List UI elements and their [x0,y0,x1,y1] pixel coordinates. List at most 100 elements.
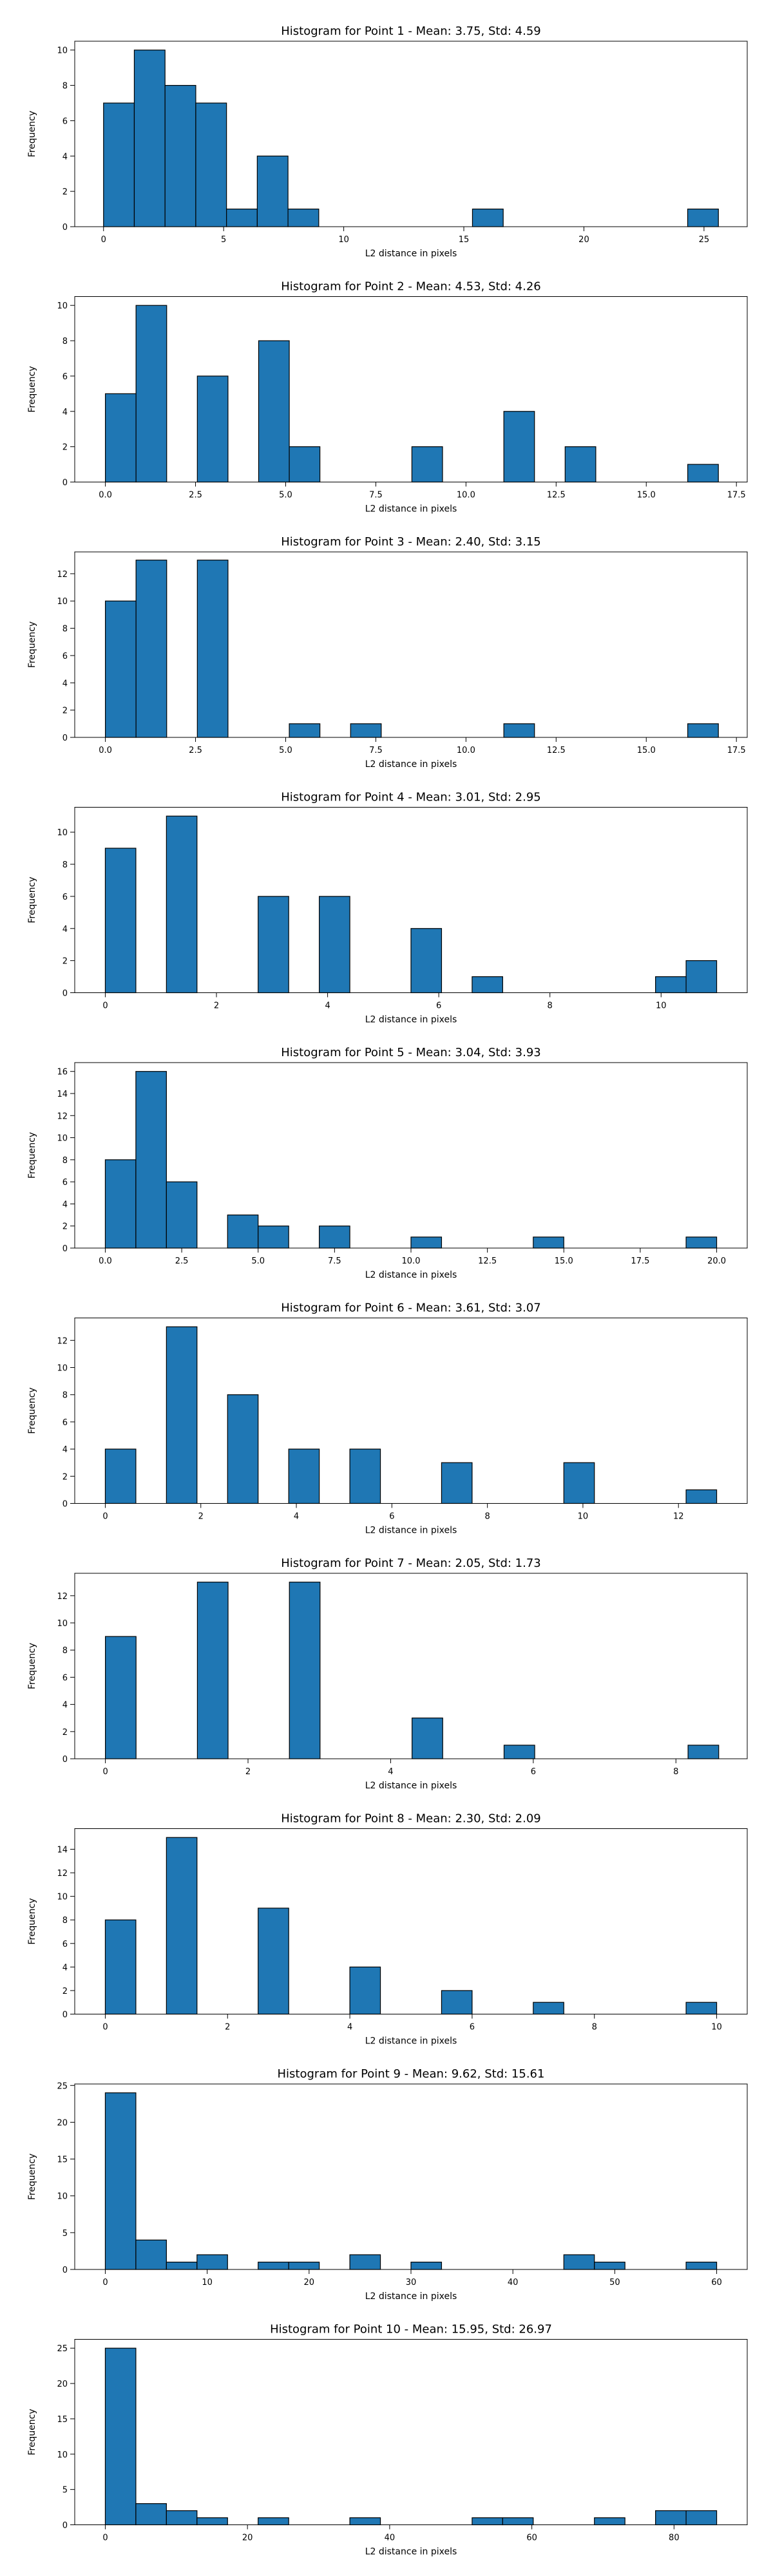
y-tick-label: 4 [62,152,68,162]
histogram-bar [256,155,289,227]
x-tick-label: 17.5 [631,1256,649,1266]
y-tick-label: 10 [57,1134,68,1144]
axes-frame [74,1573,748,1759]
y-tick-label: 2 [62,443,68,453]
y-tick-label: 16 [57,1068,68,1077]
histogram-bar [258,2261,289,2270]
bars [104,815,718,994]
histogram-bar [104,848,137,994]
histogram-bar [105,1636,137,1759]
x-tick-label: 6 [470,2023,475,2032]
histogram-bar [196,375,229,483]
y-tick-label: 25 [57,2081,68,2091]
x-tick-label: 20 [578,235,589,245]
y-tick-label: 0 [62,478,68,488]
histogram-bar [288,1448,320,1504]
histogram-bar [196,2254,228,2270]
histogram-bar [258,2517,289,2526]
x-tick-label: 20 [304,2278,315,2287]
y-tick-label: 6 [62,372,68,382]
x-tick-label: 10 [338,235,349,245]
x-tick-label: 15.0 [637,746,656,755]
y-tick-label: 4 [62,1200,68,1209]
x-tick-label: 60 [526,2533,537,2543]
histogram-bar [502,2517,534,2526]
y-axis-label: Frequency [27,1643,37,1689]
x-tick-label: 0.0 [99,1256,112,1266]
y-tick-label: 6 [62,1673,68,1683]
histogram-bar [166,1837,198,2015]
histogram-bar [288,2261,320,2270]
histogram-panel-6: Histogram for Point 6 - Mean: 3.61, Std:… [27,1302,748,1536]
x-tick-label: 15.0 [555,1256,573,1266]
chart-title: Histogram for Point 7 - Mean: 2.05, Std:… [281,1557,541,1570]
histogram-bar [258,1908,289,2015]
histogram-bar [441,1990,473,2015]
x-tick-label: 6 [436,1001,441,1011]
x-axis-label: L2 distance in pixels [365,2291,457,2302]
x-tick-label: 7.5 [369,746,383,755]
x-tick-label: 0 [102,2023,108,2032]
x-tick-label: 0 [102,2278,108,2287]
y-tick-label: 6 [62,652,68,661]
y-tick-label: 12 [57,1592,68,1602]
chart-title: Histogram for Point 8 - Mean: 2.30, Std:… [281,1812,541,1826]
histogram-panel-2: Histogram for Point 2 - Mean: 4.53, Std:… [27,280,748,515]
x-tick-label: 30 [406,2278,417,2287]
x-tick-label: 5 [221,235,226,245]
histogram-panel-10: Histogram for Point 10 - Mean: 15.95, St… [27,2323,748,2557]
x-tick-label: 12.5 [547,491,566,500]
x-tick-label: 8 [592,2023,597,2032]
histogram-bar [503,723,535,738]
histogram-panel-4: Histogram for Point 4 - Mean: 3.01, Std:… [27,791,748,1025]
x-tick-label: 20.0 [707,1256,726,1266]
y-tick-label: 6 [62,1418,68,1428]
x-tick-label: 2.5 [175,1256,189,1266]
y-tick-label: 2 [62,1728,68,1738]
x-tick-label: 6 [531,1767,536,1777]
histogram-bar [104,1919,137,2015]
chart-title: Histogram for Point 5 - Mean: 3.04, Std:… [281,1046,541,1059]
y-tick-label: 2 [62,957,68,967]
y-tick-label: 5 [62,2486,68,2496]
histogram-bar [166,815,198,994]
histogram-bar [410,1236,443,1249]
histogram-bar [685,960,718,994]
chart-title: Histogram for Point 3 - Mean: 2.40, Std:… [281,535,541,549]
x-tick-label: 40 [385,2533,396,2543]
x-tick-label: 7.5 [328,1256,341,1266]
histogram-bar [685,1236,718,1249]
x-tick-label: 80 [669,2533,680,2543]
bars [104,2092,718,2270]
x-tick-label: 15.0 [637,491,656,500]
x-axis-label: L2 distance in pixels [365,1015,457,1025]
axes-frame [74,1318,748,1504]
bars [104,305,719,483]
y-tick-label: 10 [57,1364,68,1374]
bars [104,1837,718,2015]
histogram-bar [196,2517,228,2526]
x-tick-label: 5.0 [251,1256,265,1266]
histogram-bar [350,723,382,738]
histogram-bar [166,2261,198,2270]
y-tick-label: 10 [57,301,68,311]
histogram-bar [685,2261,718,2270]
x-tick-label: 0.0 [99,746,112,755]
x-tick-label: 4 [294,1512,299,1522]
x-axis-label: L2 distance in pixels [365,249,457,259]
histogram-bar [533,1236,564,1249]
histogram-bar [563,2254,595,2270]
histogram-bar [289,1582,321,1759]
histogram-bar [687,1745,720,1759]
histogram-bar [563,1462,595,1504]
histogram-bar [441,1462,473,1504]
x-tick-label: 10 [578,1512,589,1522]
y-tick-label: 4 [62,679,68,688]
y-tick-label: 12 [57,1112,68,1121]
x-tick-label: 2.5 [189,491,202,500]
y-axis-label: Frequency [27,621,37,668]
y-tick-label: 14 [57,1846,68,1855]
y-tick-label: 8 [62,337,68,346]
x-tick-label: 10.0 [457,491,475,500]
y-tick-label: 10 [57,828,68,838]
